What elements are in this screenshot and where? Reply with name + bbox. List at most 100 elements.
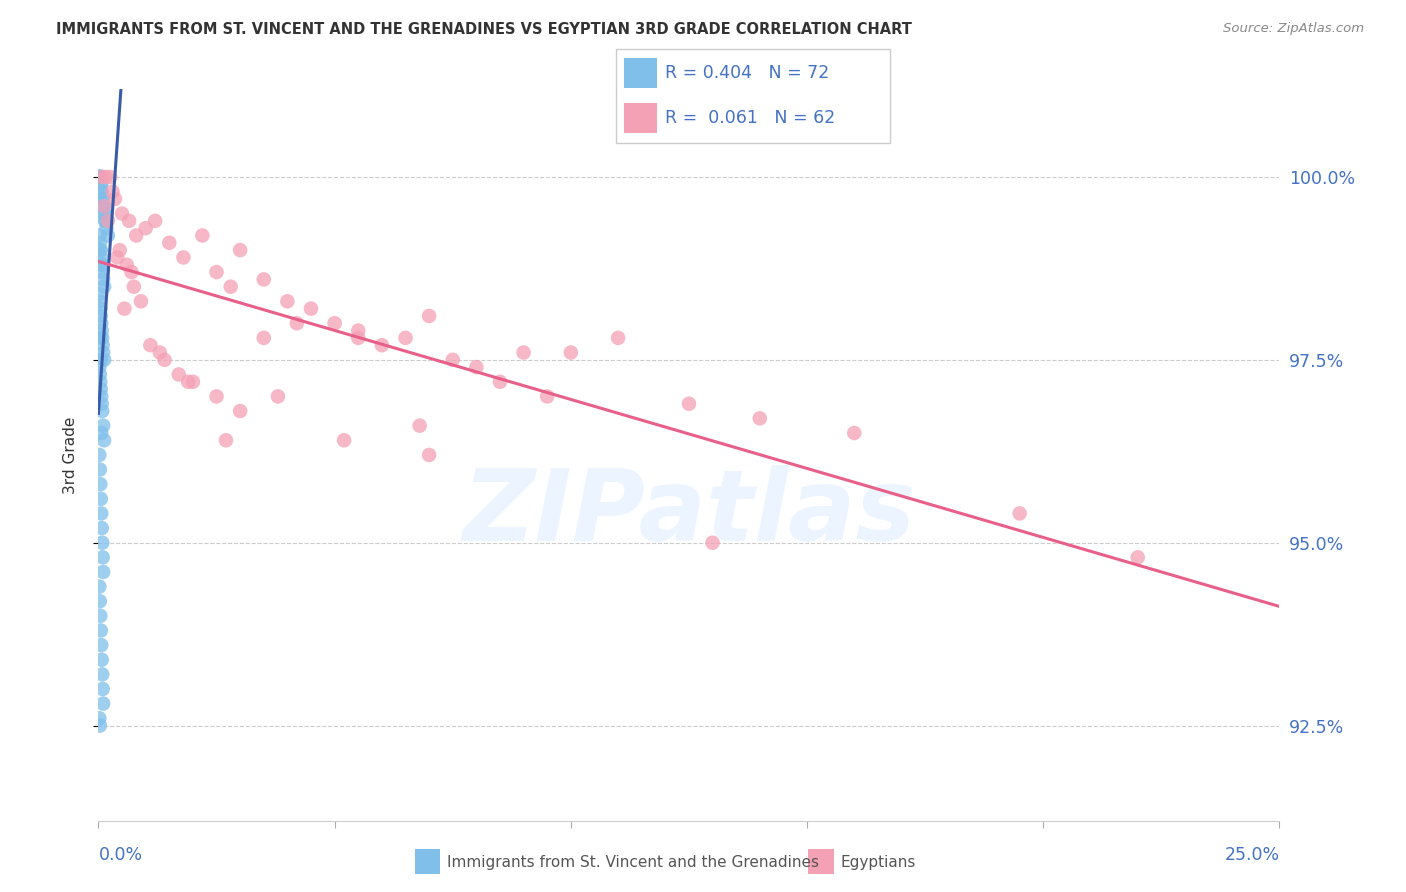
Point [91, 258, 114, 272]
Point [702, 535, 724, 549]
Point [89, 711, 111, 725]
Point [418, 448, 440, 462]
Point [536, 389, 558, 403]
Point [89, 169, 111, 184]
Point [112, 301, 135, 316]
Point [90, 352, 112, 367]
Point [129, 294, 152, 309]
Point [418, 309, 440, 323]
Point [93, 199, 115, 213]
Point [323, 316, 346, 330]
Point [90, 185, 112, 199]
Point [105, 251, 128, 265]
Point [90, 521, 112, 535]
Point [153, 352, 176, 367]
Point [91, 272, 114, 286]
Point [89, 462, 111, 476]
Point [89, 477, 111, 491]
Point [844, 425, 866, 440]
Point [441, 352, 464, 367]
Point [115, 258, 138, 272]
Point [93, 279, 115, 293]
Point [1008, 507, 1031, 521]
Point [512, 345, 534, 359]
Text: Immigrants from St. Vincent and the Grenadines: Immigrants from St. Vincent and the Gren… [447, 855, 820, 870]
Point [97, 214, 120, 228]
Point [90, 324, 112, 338]
Point [90, 397, 112, 411]
Point [111, 206, 134, 220]
Point [89, 169, 111, 184]
Point [267, 389, 290, 403]
Point [90, 169, 112, 184]
Point [90, 316, 112, 330]
Point [215, 434, 238, 448]
Point [143, 214, 166, 228]
Point [91, 265, 114, 279]
Point [91, 667, 114, 681]
Bar [624, 59, 657, 88]
Point [465, 360, 488, 375]
Point [91, 404, 114, 418]
Point [205, 389, 228, 403]
Point [139, 338, 162, 352]
Point [89, 169, 111, 184]
Point [91, 169, 114, 184]
Point [93, 434, 115, 448]
Point [90, 491, 112, 506]
Point [229, 404, 252, 418]
Point [91, 565, 114, 579]
Point [90, 178, 112, 192]
Point [205, 265, 228, 279]
Point [89, 169, 111, 184]
Point [89, 608, 111, 623]
Point [93, 352, 115, 367]
Point [347, 324, 370, 338]
Point [253, 331, 276, 345]
Point [90, 258, 112, 272]
Point [104, 192, 127, 206]
Point [135, 221, 157, 235]
Point [89, 169, 111, 184]
Point [94, 214, 117, 228]
Point [89, 718, 111, 732]
Text: R = 0.404   N = 72: R = 0.404 N = 72 [665, 64, 830, 82]
Point [121, 265, 143, 279]
Bar [624, 103, 657, 134]
Point [167, 368, 190, 382]
Point [94, 169, 117, 184]
Point [91, 192, 114, 206]
Point [299, 301, 322, 316]
Point [89, 228, 111, 243]
Point [678, 397, 700, 411]
Point [219, 279, 242, 293]
Point [93, 206, 115, 220]
Point [91, 192, 114, 206]
Point [96, 221, 118, 235]
Point [91, 697, 114, 711]
Point [748, 411, 770, 425]
Point [108, 243, 131, 257]
Y-axis label: 3rd Grade: 3rd Grade [63, 417, 77, 493]
Point [91, 535, 114, 549]
Point [90, 185, 112, 199]
Point [93, 206, 115, 220]
Point [347, 331, 370, 345]
Text: R =  0.061   N = 62: R = 0.061 N = 62 [665, 110, 835, 128]
Point [371, 338, 394, 352]
Point [91, 338, 114, 352]
Point [333, 434, 356, 448]
Point [91, 199, 114, 213]
Point [90, 507, 112, 521]
Point [89, 375, 111, 389]
Point [91, 418, 114, 433]
Point [91, 681, 114, 696]
Point [172, 251, 194, 265]
Point [489, 375, 512, 389]
Text: IMMIGRANTS FROM ST. VINCENT AND THE GRENADINES VS EGYPTIAN 3RD GRADE CORRELATION: IMMIGRANTS FROM ST. VINCENT AND THE GREN… [56, 22, 912, 37]
Point [191, 228, 214, 243]
Point [89, 235, 111, 250]
Point [90, 251, 112, 265]
Point [90, 624, 112, 638]
Point [285, 316, 308, 330]
